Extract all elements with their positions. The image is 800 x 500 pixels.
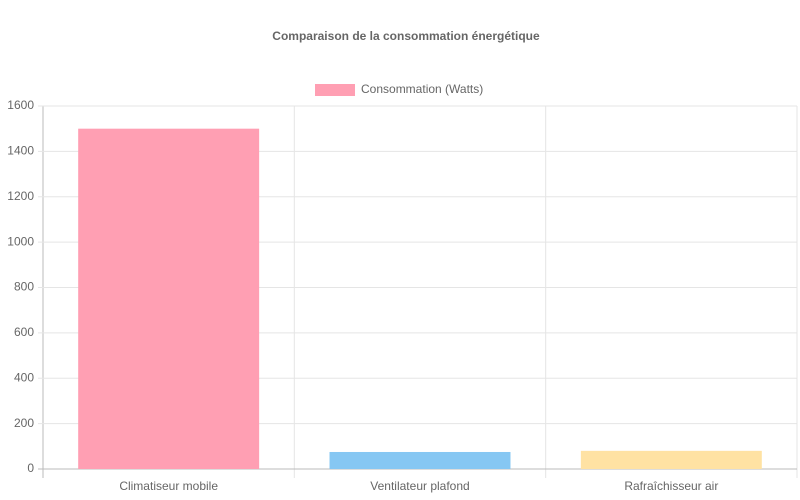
x-tick-label: Climatiseur mobile xyxy=(119,479,218,493)
x-tick-label: Ventilateur plafond xyxy=(370,479,469,493)
legend-label: Consommation (Watts) xyxy=(361,82,483,96)
y-tick-label: 0 xyxy=(27,461,34,475)
y-tick-label: 1000 xyxy=(7,234,34,248)
y-tick-label: 600 xyxy=(14,325,34,339)
y-tick-label: 800 xyxy=(14,280,34,294)
y-tick-label: 400 xyxy=(14,370,34,384)
legend-swatch xyxy=(315,84,355,96)
bar xyxy=(329,451,511,469)
y-tick-label: 200 xyxy=(14,416,34,430)
chart-title: Comparaison de la consommation énergétiq… xyxy=(272,29,540,43)
bar xyxy=(78,128,260,469)
y-tick-label: 1600 xyxy=(7,98,34,112)
x-tick-label: Rafraîchisseur air xyxy=(624,479,718,493)
bar xyxy=(580,450,762,469)
y-tick-label: 1400 xyxy=(7,144,34,158)
y-tick-label: 1200 xyxy=(7,189,34,203)
